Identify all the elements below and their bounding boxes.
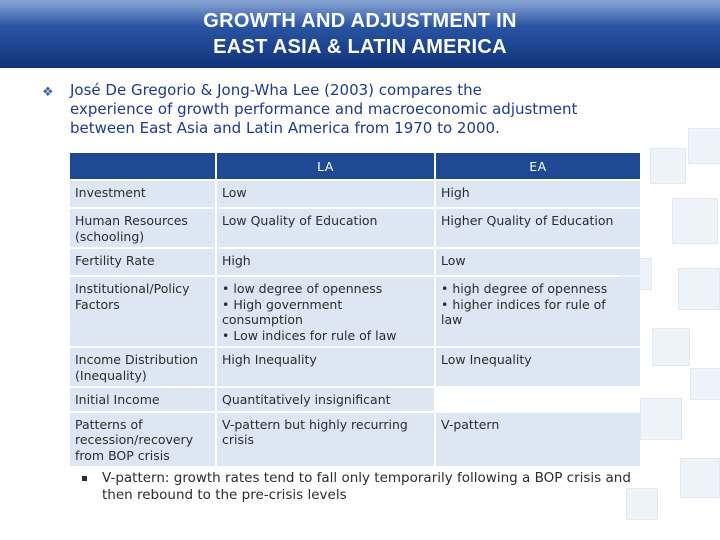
- table-cell-la: High: [217, 249, 434, 275]
- square-bullet-icon: [82, 476, 87, 481]
- title-bar-shine: [0, 0, 720, 26]
- table-cell-label: Investment: [70, 181, 215, 207]
- header-cell-ea: EA: [436, 153, 640, 179]
- cell-text-line: Institutional/Policy: [75, 281, 190, 296]
- table-row: Fertility Rate High Low: [70, 249, 640, 275]
- table-cell-ea: Higher Quality of Education: [436, 209, 640, 247]
- table-cell-la: • low degree of openness • High governmen…: [217, 277, 434, 346]
- table-cell-ea: Low Inequality: [436, 348, 640, 386]
- cell-text-line: V-pattern: [441, 416, 500, 432]
- comparison-table: LA EA Investment Low High Human Resources (s…: [68, 151, 642, 468]
- table-cell-ea: Low: [436, 249, 640, 275]
- table-cell-ea: V-pattern: [436, 412, 640, 466]
- cell-text-line: • High government: [222, 296, 343, 312]
- decorative-cube-background: [580, 68, 720, 540]
- table-cell-la: V-pattern but highly recurring crisis: [217, 412, 434, 466]
- cell-text-line: Low Quality of Education: [222, 213, 378, 228]
- table-cell-la: Low: [217, 181, 434, 207]
- cell-text-line: Patterns of: [75, 416, 143, 432]
- table-row: Institutional/Policy Factors • low degree …: [70, 277, 640, 346]
- cell-text-line: High: [222, 253, 251, 268]
- footnote: V-pattern: growth rates tend to fall onl…: [82, 470, 682, 504]
- cell-text-line: Low Inequality: [441, 352, 532, 367]
- cell-text-line: • Low indices for rule of law: [222, 327, 397, 343]
- cell-text-line: Low: [222, 185, 247, 200]
- table-cell-la: High Inequality: [217, 348, 434, 386]
- table-row: Patterns of recession/recovery from BOP cr…: [70, 412, 640, 466]
- cell-text-line: Initial Income: [75, 392, 160, 407]
- table-cell-label: Initial Income: [70, 388, 215, 411]
- cell-text-line: recession/recovery: [75, 432, 194, 447]
- cell-text-line: Quantitatively insignificant: [222, 392, 391, 407]
- intro-bullet: ❖ José De Gregorio & Jong-Wha Lee (2003)…: [42, 81, 702, 138]
- title-bar: GROWTH AND ADJUSTMENT IN EAST ASIA & LAT…: [0, 0, 720, 68]
- table-header-row: LA EA: [70, 153, 640, 179]
- slide-title-line-1: GROWTH AND ADJUSTMENT IN: [203, 10, 517, 32]
- cell-text-line: Low: [441, 253, 466, 268]
- table-cell-label: Patterns of recession/recovery from BOP cr…: [70, 412, 215, 466]
- table-cell-la: Quantitatively insignificant: [217, 388, 434, 411]
- cell-text-line: crisis: [222, 432, 254, 447]
- cell-text-line: V-pattern but highly recurring: [222, 416, 408, 432]
- table-cell-label: Income Distribution (Inequality): [70, 348, 215, 386]
- header-cell-la: LA: [217, 153, 434, 179]
- slide-title-line-2: EAST ASIA & LATIN AMERICA: [213, 36, 507, 58]
- slide-title: GROWTH AND ADJUSTMENT IN EAST ASIA & LAT…: [0, 8, 720, 60]
- intro-line-1: José De Gregorio & Jong-Wha Lee (2003) c…: [70, 81, 482, 99]
- table-cell-la: Low Quality of Education: [217, 209, 434, 247]
- cell-text-line: from BOP crisis: [75, 447, 170, 463]
- cell-text-line: • low degree of openness: [222, 281, 383, 296]
- footnote-line-1: V-pattern: growth rates tend to fall onl…: [102, 470, 631, 486]
- cell-text-line: High: [441, 185, 470, 200]
- cell-text-line: consumption: [222, 312, 303, 327]
- table-row: Human Resources (schooling) Low Quality of…: [70, 209, 640, 247]
- header-cell-empty: [70, 153, 215, 179]
- diamond-bullet-icon: ❖: [42, 85, 54, 100]
- table-row: Initial Income Quantitatively insignifica…: [70, 388, 640, 411]
- intro-line-3: between East Asia and Latin America from…: [70, 119, 500, 137]
- table-row: Investment Low High: [70, 181, 640, 207]
- cell-text-line: High Inequality: [222, 352, 317, 367]
- intro-line-2: experience of growth performance and mac…: [70, 100, 578, 118]
- cell-text-line: (Inequality): [75, 367, 147, 383]
- table-cell-label: Institutional/Policy Factors: [70, 277, 215, 346]
- cell-text-line: Higher Quality of Education: [441, 213, 614, 228]
- cell-text-line: • higher indices for rule of: [441, 296, 606, 312]
- table-cell-label: Human Resources (schooling): [70, 209, 215, 247]
- table-cell-ea: High: [436, 181, 640, 207]
- table-cell-label: Fertility Rate: [70, 249, 215, 275]
- cell-text-line: Investment: [75, 185, 146, 200]
- cell-text-line: Income Distribution: [75, 352, 198, 367]
- cell-text-line: Factors: [75, 296, 120, 312]
- cell-text-line: Fertility Rate: [75, 253, 155, 268]
- table-cell-ea: • high degree of openness • higher indice…: [436, 277, 640, 346]
- cell-text-line: (schooling): [75, 228, 145, 244]
- footnote-line-2: then rebound to the pre-crisis levels: [102, 487, 347, 503]
- cell-text-line: law: [441, 312, 463, 327]
- table-row: Income Distribution (Inequality) High Ineq…: [70, 348, 640, 386]
- cell-text-line: Human Resources: [75, 213, 188, 228]
- table-cell-ea: [436, 388, 640, 411]
- cell-text-line: • high degree of openness: [441, 281, 608, 296]
